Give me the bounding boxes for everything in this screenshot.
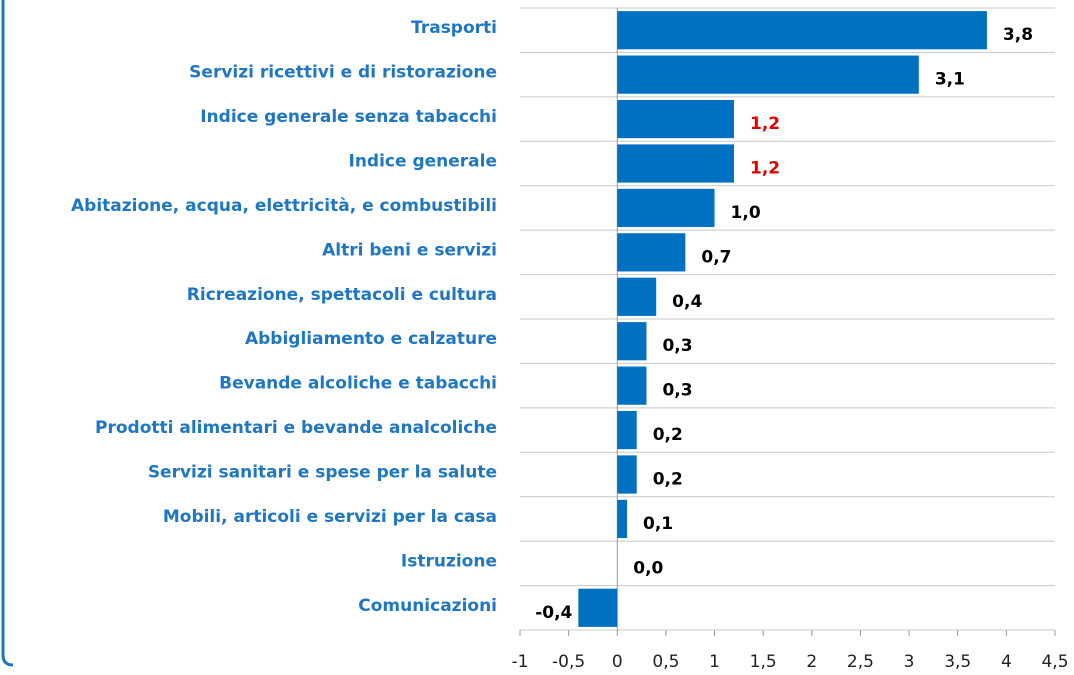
x-tick-label: 0 (612, 652, 623, 672)
value-label: 1,2 (750, 159, 780, 179)
value-label: 0,3 (662, 381, 692, 401)
value-label: 3,1 (935, 70, 965, 90)
bar (617, 322, 647, 361)
x-tick-label: -0,5 (552, 652, 585, 672)
value-label: 0,0 (633, 558, 663, 578)
category-label: Trasporti (411, 18, 497, 38)
bar (617, 188, 715, 228)
x-tick-label: 2,5 (847, 652, 874, 672)
x-tick-label: -1 (512, 652, 529, 672)
category-label: Servizi sanitari e spese per la salute (148, 463, 497, 483)
value-label: 1,0 (731, 203, 761, 223)
category-label: Bevande alcoliche e tabacchi (219, 374, 497, 394)
category-label: Altri beni e servizi (322, 240, 497, 260)
x-tick-label: 3 (904, 652, 915, 672)
x-tick-label: 2 (806, 652, 817, 672)
category-label: Abitazione, acqua, elettricità, e combus… (71, 196, 497, 216)
value-label: -0,4 (535, 603, 572, 623)
x-tick-label: 4,5 (1041, 652, 1068, 672)
bar (617, 99, 734, 139)
frame-border (1, 0, 14, 667)
category-label: Indice generale (349, 152, 498, 172)
value-label: 0,1 (643, 514, 673, 534)
bar (617, 410, 637, 450)
category-label: Mobili, articoli e servizi per la casa (163, 507, 497, 527)
value-label: 1,2 (750, 114, 780, 134)
x-tick-label: 1 (709, 652, 720, 672)
bar (617, 144, 734, 183)
x-tick-label: 0,5 (652, 652, 679, 672)
bar (617, 455, 637, 494)
category-label: Indice generale senza tabacchi (200, 107, 497, 127)
value-label: 0,7 (701, 247, 731, 267)
bar (617, 366, 647, 405)
value-label: 0,4 (672, 292, 702, 312)
bar (617, 499, 627, 539)
category-label: Comunicazioni (358, 596, 497, 616)
category-label: Prodotti alimentari e bevande analcolich… (95, 418, 497, 438)
value-label: 0,2 (653, 470, 683, 490)
value-label: 3,8 (1003, 25, 1033, 45)
bar (617, 277, 657, 316)
value-label: 0,2 (653, 425, 683, 445)
bar (617, 55, 919, 94)
bar (617, 233, 686, 272)
category-label: Ricreazione, spettacoli e cultura (187, 285, 497, 305)
category-label: Istruzione (401, 551, 497, 571)
category-label: Abbigliamento e calzature (245, 329, 497, 349)
x-tick-label: 4 (1001, 652, 1012, 672)
category-label: Servizi ricettivi e di ristorazione (189, 63, 497, 83)
x-tick-label: 1,5 (750, 652, 777, 672)
value-label: 0,3 (662, 336, 692, 356)
bar (617, 11, 987, 50)
bar (578, 588, 618, 627)
x-tick-label: 3,5 (944, 652, 971, 672)
